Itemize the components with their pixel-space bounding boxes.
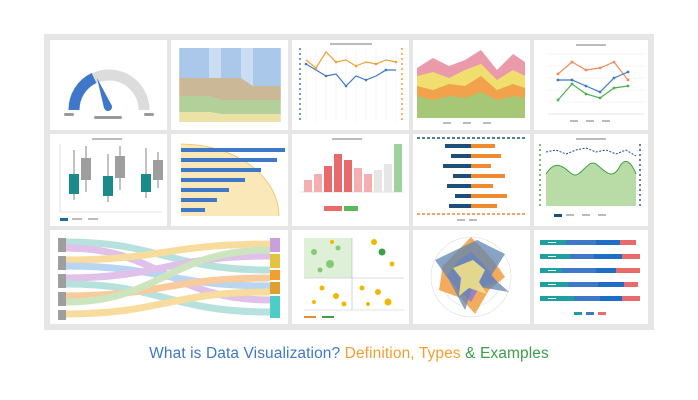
caption-part-1: What is Data Visualization? (149, 345, 341, 362)
radar-chart-thumbnail (413, 230, 530, 324)
stacked-flow-chart-thumbnail (171, 40, 288, 130)
three-series-line-chart-thumbnail (534, 40, 648, 130)
stacked-area-chart-thumbnail (413, 40, 530, 130)
histogram-chart-thumbnail (292, 134, 409, 226)
sankey-diagram-thumbnail (50, 230, 288, 324)
quadrant-scatter-chart-thumbnail (292, 230, 409, 324)
horizontal-bar-chart-thumbnail (171, 134, 288, 226)
caption-part-4: Examples (479, 345, 549, 362)
caption-title: What is Data Visualization? Definition, … (0, 345, 698, 363)
caption-part-3: & (465, 345, 476, 362)
gauge-needle (97, 78, 112, 108)
caption-part-2: Definition, Types (344, 345, 461, 362)
gauge-chart-thumbnail (50, 40, 167, 130)
area-line-combo-chart-thumbnail (534, 134, 648, 226)
diverging-bar-chart-thumbnail (413, 134, 530, 226)
chart-collage (44, 34, 654, 330)
multi-axis-line-chart-thumbnail (292, 40, 409, 130)
box-plot-thumbnail (50, 134, 167, 226)
stacked-bar-chart-thumbnail (534, 230, 648, 324)
gauge-fill-arc (68, 73, 97, 111)
